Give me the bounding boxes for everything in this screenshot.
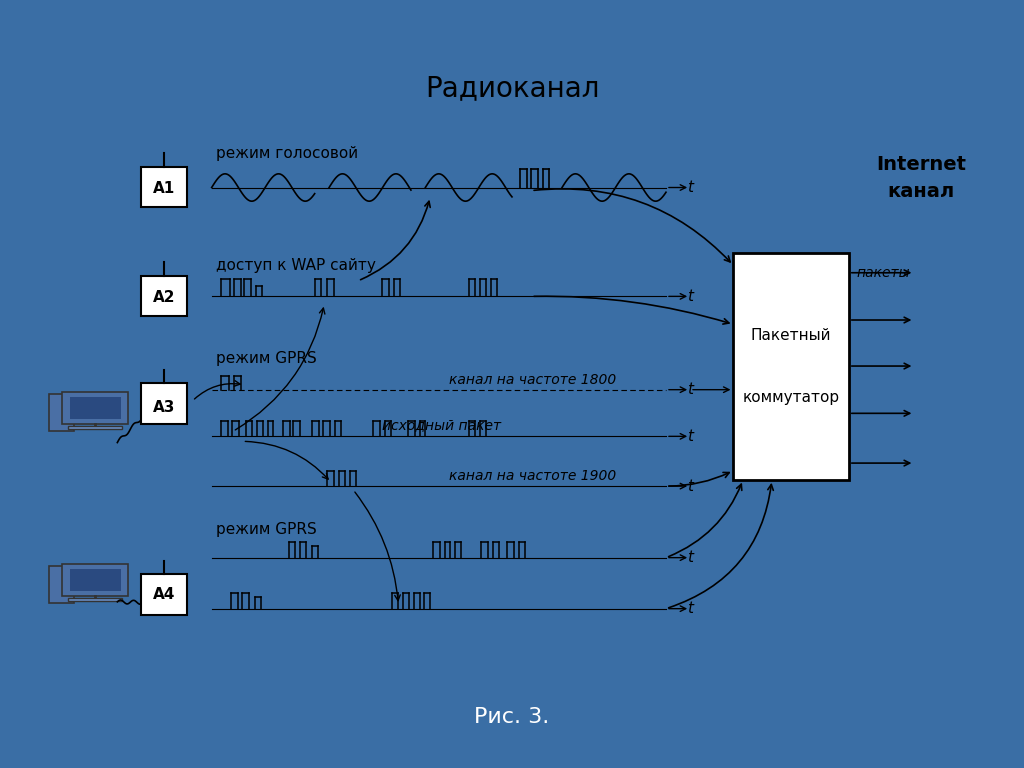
Text: t: t: [687, 180, 693, 195]
Text: A3: A3: [154, 399, 176, 415]
Bar: [141, 574, 186, 615]
Text: Internet
канал: Internet канал: [877, 155, 966, 201]
Text: t: t: [687, 429, 693, 444]
Text: Радиоканал: Радиоканал: [425, 74, 599, 102]
Text: Рис. 3.: Рис. 3.: [474, 707, 550, 727]
Bar: [733, 253, 849, 480]
Bar: [69, 425, 122, 429]
Bar: [49, 394, 74, 431]
Bar: [49, 566, 74, 603]
Bar: [70, 569, 121, 591]
Text: t: t: [687, 601, 693, 616]
Bar: [141, 383, 186, 424]
Bar: [70, 397, 121, 419]
Text: t: t: [687, 478, 693, 494]
Text: A4: A4: [154, 588, 176, 602]
Text: канал на частоте 1800: канал на частоте 1800: [450, 372, 616, 387]
Bar: [62, 392, 128, 424]
Text: режим голосовой: режим голосовой: [215, 146, 357, 161]
Text: t: t: [687, 382, 693, 397]
Bar: [141, 167, 186, 207]
Text: коммутатор: коммутатор: [742, 390, 840, 405]
Bar: [141, 276, 186, 316]
Text: A2: A2: [154, 290, 176, 305]
Text: режим GPRS: режим GPRS: [215, 522, 316, 537]
Bar: [62, 564, 128, 596]
Text: t: t: [687, 289, 693, 304]
Text: режим GPRS: режим GPRS: [215, 351, 316, 366]
Text: пакеты: пакеты: [857, 266, 910, 280]
Text: исходный пакет: исходный пакет: [382, 418, 501, 432]
Text: A1: A1: [154, 181, 176, 197]
Text: доступ к WAP сайту: доступ к WAP сайту: [215, 258, 376, 273]
Text: канал на частоте 1900: канал на частоте 1900: [450, 469, 616, 483]
Text: Пакетный: Пакетный: [751, 328, 831, 343]
Bar: [69, 598, 122, 601]
Text: t: t: [687, 550, 693, 565]
